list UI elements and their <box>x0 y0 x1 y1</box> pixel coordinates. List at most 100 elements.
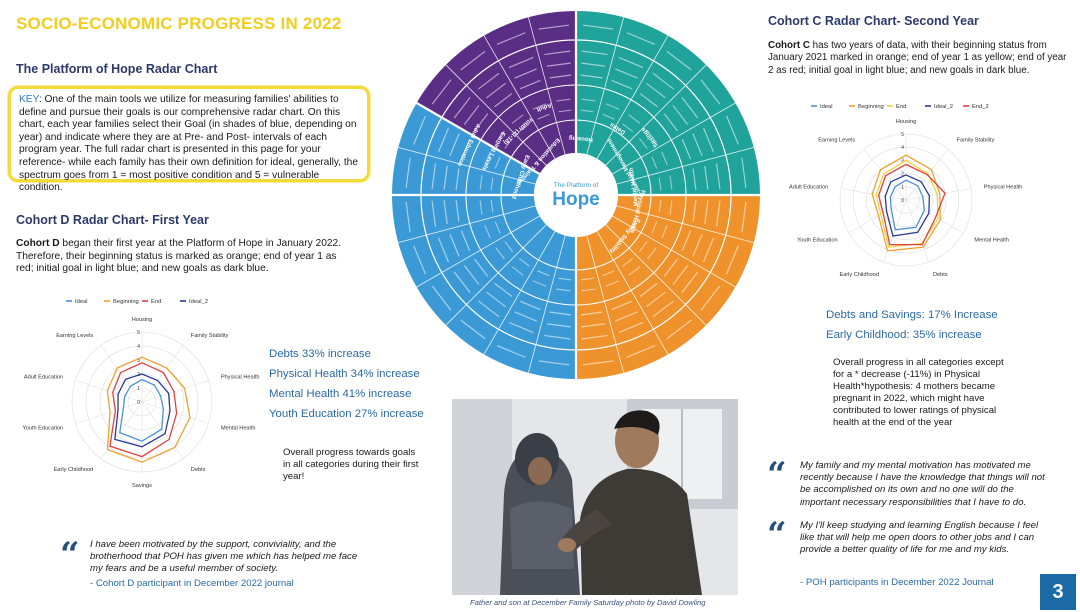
wheel-text-line <box>666 319 692 339</box>
wheel-text-line <box>726 245 739 275</box>
cohort-d-stats: Debts 33% increase Physical Health 34% i… <box>269 344 449 424</box>
wheel-text-line <box>413 245 426 275</box>
wheel-major-divider <box>415 101 541 175</box>
radar-series-ideal_2 <box>884 174 931 237</box>
wheel-text-line <box>508 57 534 68</box>
wheel-text-line <box>672 265 688 285</box>
wheel-text-line <box>741 157 747 189</box>
wheel-text-line <box>581 50 608 56</box>
wheel-text-line <box>605 103 620 110</box>
wheel-text-line <box>474 113 489 132</box>
wheel-text-line <box>460 230 471 252</box>
wheel-text-line <box>611 300 633 311</box>
wheel-divider <box>586 16 625 155</box>
wheel-text-line <box>580 109 594 113</box>
stat-debts-savings: Debts and Savings: 17% Increase <box>826 309 998 321</box>
wheel-text-line <box>494 221 501 234</box>
wheel-text-line <box>549 311 572 316</box>
page-title: SOCIO-ECONOMIC PROGRESS IN 2022 <box>16 14 342 33</box>
radar-axis-label: Physical Health <box>984 184 1023 190</box>
radar-axis-label: Debts <box>191 467 206 473</box>
wheel-text-line <box>658 177 662 191</box>
radar-axis-line <box>905 199 929 263</box>
wheel-text-line <box>556 288 571 292</box>
wheel-text-line <box>681 97 699 119</box>
radar-tick-label: 1 <box>901 185 904 191</box>
radar-axis-line <box>141 345 184 403</box>
quote-icon: “ <box>767 515 787 555</box>
radar-series-ideal <box>119 378 164 442</box>
wheel-text-line <box>639 282 658 297</box>
wheel-text-line <box>464 265 480 285</box>
radar-tick-label: 4 <box>137 344 140 350</box>
wheel-text-line <box>639 241 648 252</box>
wheel-text-line <box>704 165 709 190</box>
wheel-text-line <box>431 163 437 190</box>
wheel-text-line <box>453 97 471 119</box>
wheel-divider <box>397 146 536 185</box>
wheel-text-line <box>496 32 526 45</box>
wheel-text-line <box>663 258 678 277</box>
wheel-text-line <box>618 57 644 68</box>
radar-axis-line <box>905 188 972 201</box>
radar-tick-label: 4 <box>901 145 904 151</box>
wheel-divider <box>527 235 566 374</box>
stat-early-childhood: Early Childhood: 35% increase <box>826 329 982 341</box>
cohort-d-radar-chart: Housing Family Stability Physical Health Me… <box>23 299 260 489</box>
radar-axis-label: Early Childhood <box>839 272 879 278</box>
wheel-text-line <box>622 123 633 132</box>
wheel-text-line <box>669 200 673 215</box>
wheel-text-line <box>449 234 460 257</box>
radar-axis-line <box>100 345 143 403</box>
radar-axis-label: Housing <box>132 317 153 323</box>
legend-label: Ideal_2 <box>934 104 953 110</box>
cohort-d-attribution: - Cohort D participant in December 2022 … <box>90 578 294 589</box>
wheel-text-line <box>581 288 596 292</box>
wheel-text-line <box>460 319 486 339</box>
wheel-text-line <box>647 247 657 260</box>
wheel-text-line <box>532 103 547 110</box>
wheel-text-line <box>511 114 524 124</box>
wheel-divider <box>605 63 708 166</box>
wheel-text-line <box>504 241 513 252</box>
wheel-text-line <box>519 123 530 132</box>
radar-tick-label: 2 <box>901 172 904 178</box>
wheel-text-line <box>628 114 641 124</box>
wheel-text-line <box>661 224 668 239</box>
wheel-text-line <box>626 32 656 45</box>
wheel-text-line <box>508 322 534 333</box>
wheel-text-line <box>700 79 720 105</box>
wheel-text-line <box>486 83 506 99</box>
radar-axis-label: Family Stability <box>191 333 229 339</box>
key-text: KEY: One of the main tools we utilize fo… <box>19 94 359 194</box>
wheel-text-line <box>490 177 494 191</box>
wheel-text-line <box>726 115 739 145</box>
radar-series-beginning <box>871 154 941 252</box>
radar-series-beginning <box>106 356 191 463</box>
wheel-text-line <box>622 258 633 267</box>
wheel-text-line <box>474 258 489 277</box>
radar-axis-line <box>905 199 964 234</box>
wheel-text-line <box>715 163 721 190</box>
wheel-text-line <box>494 156 501 169</box>
wheel-outer-ring <box>390 9 762 381</box>
legend-label: Beginning <box>858 104 884 110</box>
wheel-category-label: Adult <box>536 101 552 112</box>
radar-axis-label: Earning Levels <box>818 137 855 143</box>
wheel-text-line <box>519 300 541 311</box>
wheel-text-line <box>537 113 550 120</box>
wheel-divider <box>616 146 755 185</box>
wheel-text-line <box>666 51 692 71</box>
wheel-text-line <box>460 138 471 160</box>
radar-axis-label: Mental Health <box>221 426 256 432</box>
wheel-text-line <box>532 280 547 287</box>
wheel-text-line <box>646 83 666 99</box>
quote-icon: “ <box>60 535 80 575</box>
wheel-text-line <box>700 285 720 311</box>
radar-axis-label: Youth Education <box>797 238 838 244</box>
cohort-c-heading: Cohort C Radar Chart- Second Year <box>768 14 979 28</box>
wheel-text-line <box>628 266 641 276</box>
wheel-text-line <box>681 138 692 160</box>
wheel-text-line <box>626 345 656 358</box>
family-photo <box>452 399 738 595</box>
